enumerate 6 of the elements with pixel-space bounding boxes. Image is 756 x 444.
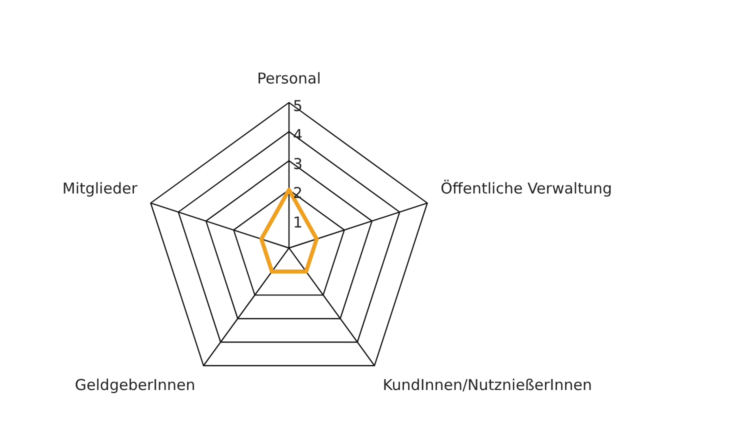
y-tick-label: 1 [293, 213, 303, 232]
spoke-label: KundInnen/NutznießerInnen [382, 376, 592, 394]
spoke-label: Öffentliche Verwaltung [440, 180, 612, 198]
spoke-label: Mitglieder [62, 180, 138, 198]
spoke-label: GeldgeberInnen [74, 376, 196, 394]
spoke-label: Personal [257, 69, 321, 88]
